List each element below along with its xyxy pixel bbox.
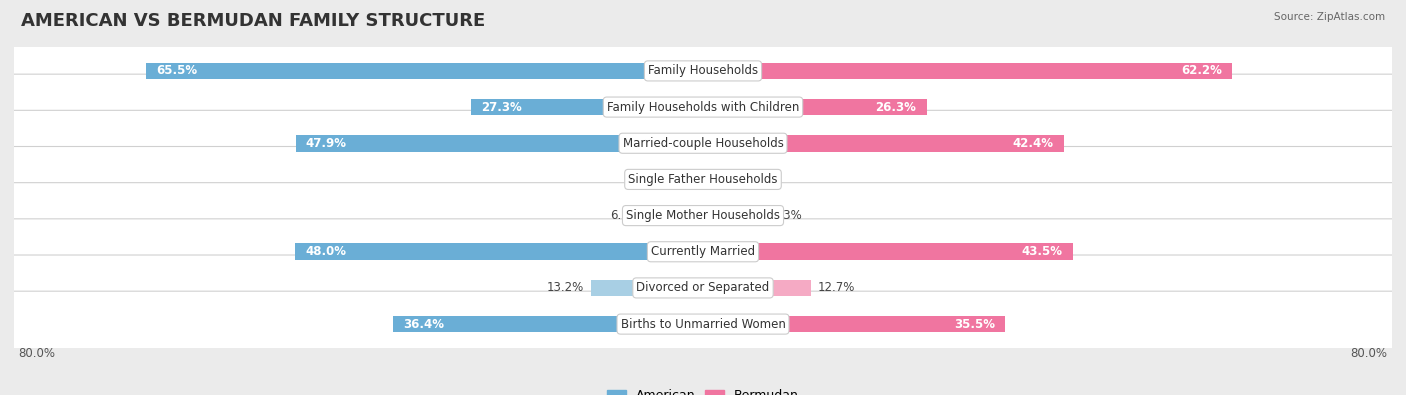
Text: 7.3%: 7.3% [772,209,801,222]
Bar [647,207,703,224]
Bar [394,316,703,333]
Text: 12.7%: 12.7% [818,281,855,294]
Bar [703,243,1073,260]
Legend: American, Bermudan: American, Bermudan [602,384,804,395]
Bar [703,280,811,296]
Bar [703,99,927,115]
FancyBboxPatch shape [10,182,1396,248]
Text: 6.6%: 6.6% [610,209,640,222]
Bar [146,62,703,79]
Text: Family Households with Children: Family Households with Children [607,101,799,114]
FancyBboxPatch shape [10,110,1396,176]
FancyBboxPatch shape [10,219,1396,285]
Text: 35.5%: 35.5% [953,318,994,331]
Text: 42.4%: 42.4% [1012,137,1053,150]
Text: 65.5%: 65.5% [156,64,197,77]
Text: 80.0%: 80.0% [18,346,55,359]
Text: Married-couple Households: Married-couple Households [623,137,783,150]
FancyBboxPatch shape [10,255,1396,321]
Bar [703,171,721,188]
Text: 47.9%: 47.9% [305,137,347,150]
Text: 43.5%: 43.5% [1022,245,1063,258]
Text: 26.3%: 26.3% [876,101,917,114]
Bar [682,171,703,188]
Text: 13.2%: 13.2% [547,281,583,294]
Bar [703,62,1232,79]
Text: Single Mother Households: Single Mother Households [626,209,780,222]
FancyBboxPatch shape [10,38,1396,104]
Bar [591,280,703,296]
Text: 2.1%: 2.1% [728,173,758,186]
Text: 80.0%: 80.0% [1351,346,1388,359]
Bar [703,316,1005,333]
Text: 62.2%: 62.2% [1181,64,1222,77]
Text: AMERICAN VS BERMUDAN FAMILY STRUCTURE: AMERICAN VS BERMUDAN FAMILY STRUCTURE [21,12,485,30]
Bar [703,207,765,224]
Text: Divorced or Separated: Divorced or Separated [637,281,769,294]
Bar [703,135,1063,152]
Bar [471,99,703,115]
Text: 27.3%: 27.3% [481,101,522,114]
Text: Family Households: Family Households [648,64,758,77]
Text: Currently Married: Currently Married [651,245,755,258]
Text: 2.4%: 2.4% [645,173,676,186]
Text: 36.4%: 36.4% [404,318,444,331]
Text: Source: ZipAtlas.com: Source: ZipAtlas.com [1274,12,1385,22]
Bar [295,135,703,152]
Text: Births to Unmarried Women: Births to Unmarried Women [620,318,786,331]
FancyBboxPatch shape [10,74,1396,140]
Text: 48.0%: 48.0% [305,245,346,258]
Text: Single Father Households: Single Father Households [628,173,778,186]
FancyBboxPatch shape [10,147,1396,213]
FancyBboxPatch shape [10,291,1396,357]
Bar [295,243,703,260]
